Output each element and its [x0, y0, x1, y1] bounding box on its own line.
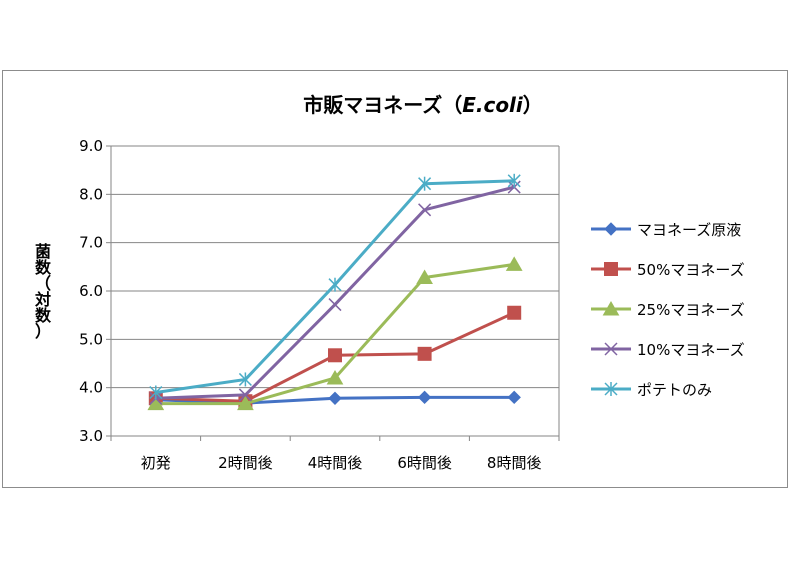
series-group [147, 256, 523, 411]
y-axis-label-char: ） [35, 322, 51, 341]
data-point [328, 298, 342, 312]
plot-area-border [110, 146, 560, 441]
data-point [328, 277, 342, 292]
marker-stroke [418, 203, 432, 217]
chart-title: 市販マヨネーズ（E.coli） [303, 93, 543, 117]
marker-stroke [328, 298, 342, 312]
data-point [238, 388, 252, 402]
x-tick-label: 4時間後 [308, 454, 363, 472]
y-tick-label: 5.0 [79, 330, 103, 348]
legend-label: 50%マヨネーズ [637, 261, 745, 279]
gridlines [106, 145, 559, 437]
data-point [328, 348, 342, 363]
legend-marker [604, 342, 618, 356]
x-tick-label: 初発 [141, 454, 171, 472]
series-line [155, 185, 515, 400]
data-point [505, 256, 523, 271]
data-series [147, 173, 523, 411]
y-tick-labels: 3.0 4.0 5.0 6.0 7.0 8.0 9.0 [79, 137, 103, 445]
y-tick-label: 8.0 [79, 185, 103, 203]
data-point [149, 385, 163, 400]
data-point [417, 346, 432, 361]
data-point [237, 395, 254, 411]
y-tick-label: 6.0 [79, 282, 103, 300]
y-axis-label-char: 対 [34, 290, 51, 309]
series-group [149, 173, 521, 400]
data-point [147, 395, 165, 411]
y-axis-label-char: 数 [35, 258, 52, 277]
legend-marker [604, 262, 618, 276]
x-tick-label: 2時間後 [218, 454, 273, 472]
legend-item: マヨネーズ原液 [591, 221, 741, 239]
legend-marker [604, 222, 618, 236]
legend-item: 10%マヨネーズ [591, 341, 745, 359]
x-tick-labels: 初発 2時間後 4時間後 6時間後 8時間後 [141, 454, 542, 472]
data-point [418, 203, 432, 217]
x-tick-label: 6時間後 [397, 454, 452, 472]
x-tick-label: 8時間後 [487, 454, 542, 472]
legend-item: 25%マヨネーズ [591, 300, 745, 319]
legend-label: 10%マヨネーズ [637, 341, 745, 359]
data-point [418, 176, 432, 191]
data-point [326, 369, 344, 385]
y-tick-label: 7.0 [79, 234, 103, 252]
data-point [416, 269, 433, 284]
y-tick-label: 3.0 [79, 427, 103, 445]
y-tick-label: 9.0 [79, 137, 103, 155]
y-axis-label-char: 菌 [35, 242, 51, 261]
marker-stroke [604, 342, 618, 356]
chart-frame: 市販マヨネーズ（E.coli） 菌数（対数） 3.0 4.0 5.0 6.0 7.0 8.… [2, 70, 788, 488]
y-axis-label-char: （ [35, 274, 51, 293]
legend-label: ポテトのみ [637, 381, 712, 399]
y-tick-label: 4.0 [79, 379, 103, 397]
data-point [238, 372, 252, 387]
data-point [507, 390, 521, 405]
legend-item: ポテトのみ [591, 381, 712, 399]
data-point [507, 305, 522, 320]
legend-item: 50%マヨネーズ [591, 261, 745, 279]
data-point [507, 173, 521, 188]
legend-label: マヨネーズ原液 [637, 221, 741, 239]
data-point [328, 391, 342, 406]
y-axis-label-char: 数 [35, 306, 52, 325]
legend-label: 25%マヨネーズ [637, 301, 745, 319]
line-chart: 市販マヨネーズ（E.coli） 菌数（対数） 3.04.05.06.07.08.… [34, 93, 745, 472]
marker-stroke [238, 388, 252, 402]
data-point [417, 390, 432, 405]
legend-marker [604, 382, 618, 396]
legend-marker [602, 300, 620, 316]
y-axis-label: 菌数（対数） [34, 242, 52, 341]
